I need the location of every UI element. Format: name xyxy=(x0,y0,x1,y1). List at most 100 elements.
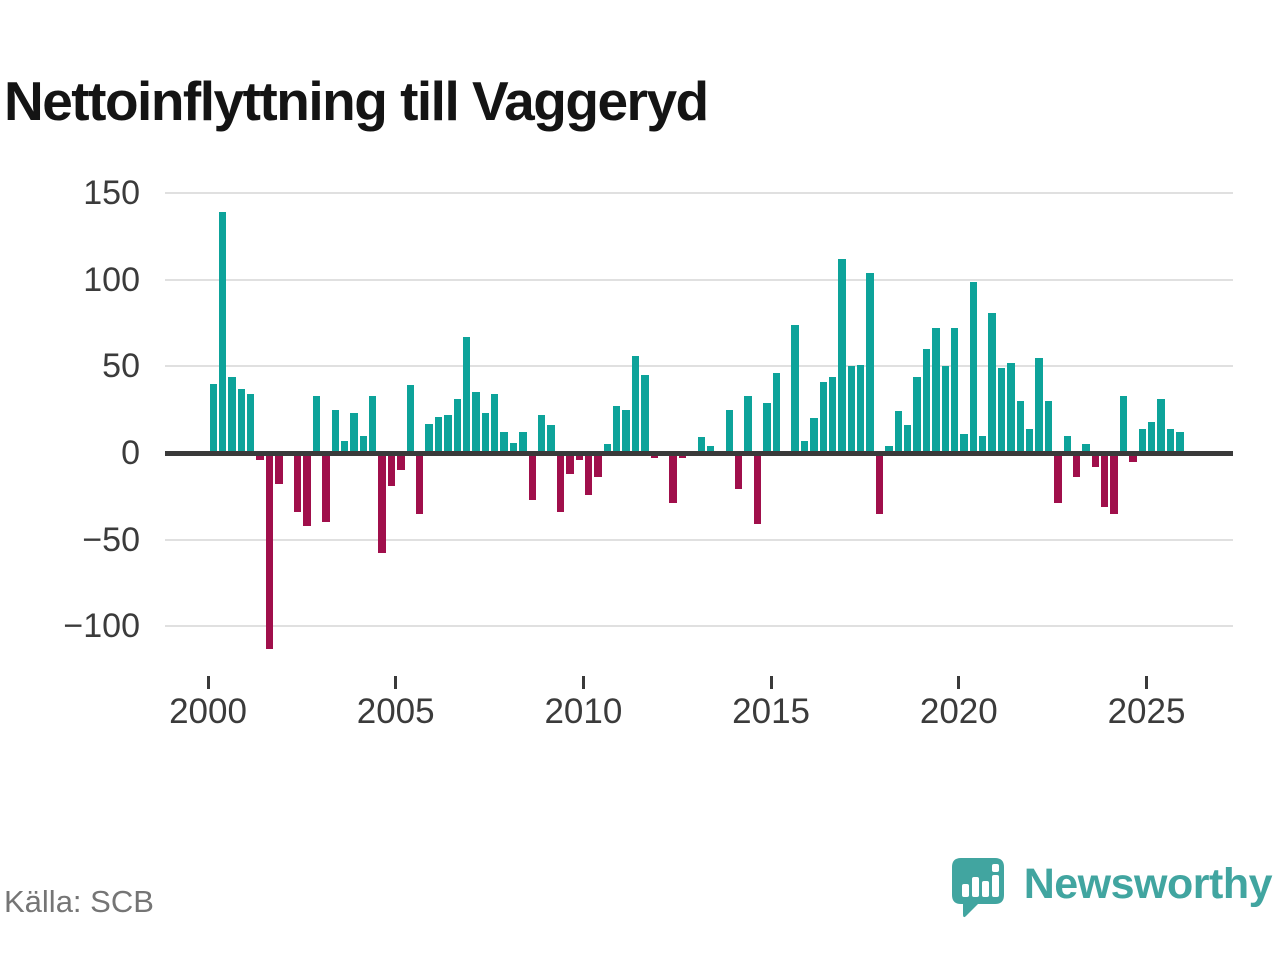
bar xyxy=(1016,401,1024,453)
x-axis-zero-line xyxy=(165,450,1233,456)
x-axis-tick xyxy=(581,676,585,689)
y-axis-label: −50 xyxy=(82,520,140,559)
chart-title: Nettoinflyttning till Vaggeryd xyxy=(4,69,709,132)
bar xyxy=(857,364,865,453)
gridline--100 xyxy=(165,625,1233,628)
newsworthy-speech-bubble-bar-chart-icon xyxy=(951,858,1004,918)
x-axis-label: 2025 xyxy=(1107,692,1186,731)
bar xyxy=(810,418,818,453)
x-axis-tick xyxy=(1145,676,1148,689)
bar xyxy=(350,413,358,453)
bar xyxy=(444,414,452,453)
bar xyxy=(1054,453,1062,504)
bar xyxy=(1148,421,1156,453)
bar xyxy=(397,453,405,471)
bar xyxy=(678,453,687,459)
y-axis-label: 100 xyxy=(83,260,140,299)
bar xyxy=(1007,362,1015,453)
bar xyxy=(228,376,236,453)
y-axis-label: 50 xyxy=(102,347,140,386)
bar xyxy=(941,366,949,453)
bar xyxy=(322,453,330,523)
bar xyxy=(425,423,433,453)
bar xyxy=(725,409,734,453)
x-axis-tick xyxy=(769,676,773,689)
bar xyxy=(584,453,593,495)
bar xyxy=(575,453,583,460)
x-axis-tick xyxy=(957,676,961,689)
bar xyxy=(903,425,912,453)
source-note: Källa: SCB xyxy=(4,884,154,919)
bar xyxy=(547,425,555,453)
bar xyxy=(453,399,461,453)
bar xyxy=(387,453,396,486)
bar xyxy=(1157,399,1165,453)
bar xyxy=(1044,401,1053,453)
bar xyxy=(537,414,546,453)
bar xyxy=(697,437,705,453)
bar xyxy=(744,395,752,453)
bar xyxy=(1166,428,1175,453)
bar xyxy=(331,409,339,453)
bar xyxy=(969,281,978,453)
bar xyxy=(1110,453,1118,514)
bar xyxy=(1119,395,1128,453)
bar xyxy=(472,392,480,453)
bar xyxy=(772,373,780,453)
bar xyxy=(819,381,827,453)
gridline-150 xyxy=(165,192,1233,195)
bar xyxy=(303,453,311,526)
x-axis-label: 2000 xyxy=(169,692,247,731)
y-axis-label: 150 xyxy=(83,174,140,213)
bar xyxy=(641,375,649,453)
bar xyxy=(275,453,283,485)
bar xyxy=(256,453,264,460)
bar xyxy=(875,453,884,514)
bar xyxy=(340,440,349,453)
bar xyxy=(753,453,762,524)
x-axis-tick xyxy=(206,676,210,689)
bar xyxy=(1025,428,1034,453)
bar xyxy=(462,336,471,453)
bar xyxy=(828,376,837,453)
bar xyxy=(528,453,536,500)
x-axis-label: 2010 xyxy=(544,692,623,731)
gridline-50 xyxy=(165,365,1233,368)
newsworthy-logo: Newsworthy xyxy=(950,856,1273,920)
bar xyxy=(603,444,612,453)
bar xyxy=(838,259,846,453)
x-axis-label: 2015 xyxy=(732,692,811,731)
bar xyxy=(434,416,443,453)
bar xyxy=(847,366,856,453)
bar xyxy=(997,368,1006,453)
bar xyxy=(613,406,621,453)
bar xyxy=(922,349,931,453)
bar xyxy=(1072,453,1081,478)
bar xyxy=(247,394,255,453)
bar xyxy=(932,328,940,453)
bar xyxy=(800,440,809,453)
bar xyxy=(866,272,874,453)
bar xyxy=(885,446,893,453)
bar xyxy=(763,402,771,453)
bar xyxy=(1063,435,1071,453)
bar xyxy=(1129,453,1137,462)
bar xyxy=(913,376,921,453)
gridline-100 xyxy=(165,278,1233,281)
bar xyxy=(312,395,321,453)
bar xyxy=(1101,453,1109,507)
x-axis-label: 2020 xyxy=(919,692,998,731)
bar xyxy=(500,432,508,453)
bar xyxy=(359,435,368,453)
bar xyxy=(622,409,630,453)
bar xyxy=(491,394,499,453)
bar xyxy=(556,453,565,512)
bar xyxy=(293,453,302,512)
bar xyxy=(509,442,518,453)
bar xyxy=(209,383,217,453)
bar xyxy=(791,324,799,453)
y-axis-label: −100 xyxy=(63,607,140,646)
bar xyxy=(1082,444,1090,453)
bar xyxy=(735,453,743,490)
bar xyxy=(519,432,527,453)
